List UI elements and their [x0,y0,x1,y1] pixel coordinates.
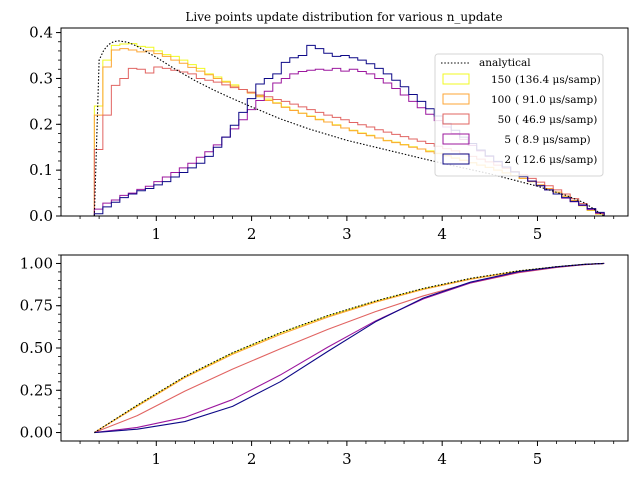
top-x-tick-label: 2 [247,225,257,243]
bottom-cdf-axes: 1 2 3 4 5 0.00 0.25 0.50 0.75 1.00 [20,254,629,468]
bottom-x-tick-label: 2 [247,450,257,468]
legend-series-name: 2 [504,154,511,166]
bottom-x-tick-label: 4 [437,450,447,468]
legend-series-timing: ( 8.9 μs/samp) [515,134,591,146]
top-y-tick-label: 0.4 [29,24,53,42]
legend-series-timing: ( 46.9 μs/samp) [515,114,597,126]
top-y-tick-label: 0.3 [29,69,53,87]
top-x-tick-label: 4 [437,225,447,243]
top-chart-title: Live points update distribution for vari… [185,10,502,24]
legend-box [434,53,604,177]
bottom-y-tick-label: 0.75 [20,297,53,315]
bottom-axes-frame [60,254,629,442]
top-x-tick-label: 3 [342,225,352,243]
bottom-y-tick-label: 0.50 [20,339,53,357]
analytical-cdf-curve [94,262,605,434]
top-x-tick-label: 1 [152,225,162,243]
legend-swatch-2 [442,153,470,165]
bottom-x-tick-label: 1 [152,450,162,468]
bottom-y-tick-label: 0.00 [20,424,53,442]
top-y-tick-label: 0.1 [29,161,53,179]
legend-series-name: 150 [491,74,511,86]
legend-swatch-50 [442,113,470,125]
bottom-y-tick-label: 1.00 [20,254,53,272]
bottom-x-tick-label: 5 [533,450,543,468]
legend-series-name: 100 [491,94,511,106]
legend-analytical-label: analytical [479,57,531,69]
legend-series-timing: ( 12.6 μs/samp) [515,154,597,166]
legend-swatch-5 [442,133,470,145]
legend-series-name: 50 [498,114,511,126]
legend: analytical 150 (136.4 μs/samp) 100 ( 91.0 μs… [434,53,604,177]
bottom-x-tick-label: 3 [342,450,352,468]
histogram-series-100 [93,48,605,216]
bottom-y-tick-label: 0.25 [20,381,53,399]
top-axes-frame [60,27,629,217]
legend-series-name: 5 [504,134,511,146]
top-y-tick-label: 0.2 [29,115,53,133]
legend-series-timing: ( 91.0 μs/samp) [515,94,597,106]
legend-series-timing: (136.4 μs/samp) [515,74,601,86]
top-x-tick-label: 5 [533,225,543,243]
top-y-tick-label: 0.0 [29,207,53,225]
legend-swatch-150 [442,73,470,85]
legend-swatch-100 [442,93,470,105]
